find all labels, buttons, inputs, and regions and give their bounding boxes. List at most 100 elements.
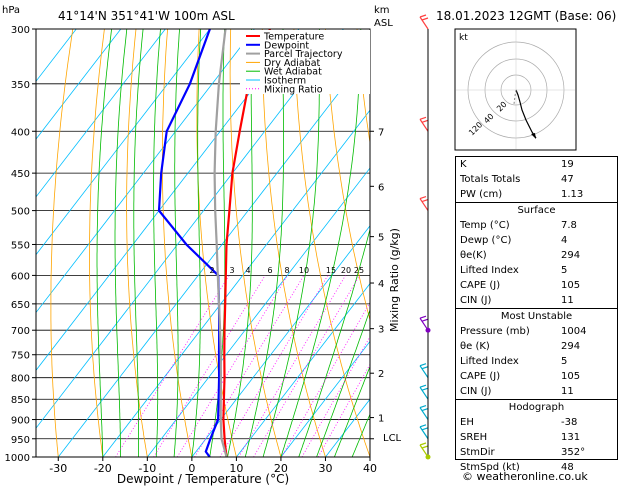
lcl-label: LCL [383,433,402,444]
legend-label: Dewpoint [264,40,309,51]
dry-adiabat-line [229,29,282,457]
km-tick-label: 4 [378,279,384,290]
mixing-ratio-label: 15 [326,266,336,275]
wind-barb [419,407,429,420]
isotherm-line [36,29,166,198]
isotherm-line [36,29,344,429]
x-axis-label: Dewpoint / Temperature (°C) [117,472,289,486]
pressure-tick-label: 400 [11,127,30,138]
legend-background [240,30,370,94]
pressure-tick-label: 700 [11,326,30,337]
km-tick-label: 3 [378,325,384,336]
isotherm-line [36,29,211,256]
wind-barbs [419,14,431,460]
surface-row: θe(K) 294 [460,250,581,261]
dry-adiabat-line [261,29,326,457]
legend-label: Mixing Ratio [264,84,323,95]
isotherm-line [57,51,370,457]
hodograph-stats-section: Hodograph EH -38 SREH 131 StmDir 352° StmSp… [456,399,617,475]
wind-barb [419,365,429,379]
hodograph-frame [454,28,577,151]
hodo-row: StmDir 352° [460,447,586,458]
mixing-ratio-label: 3 [229,266,234,275]
x-tick-label: 20 [274,462,288,475]
km-tick-label: 5 [378,233,384,244]
pressure-tick-label: 1000 [5,453,30,464]
mixing-ratio-label: 8 [284,266,289,275]
hodo-row: EH -38 [460,417,578,428]
wind-barb [419,16,429,30]
wet-adiabat-line [334,365,370,457]
pressure-tick-label: 500 [11,207,30,218]
wind-barb-flag [421,119,429,123]
wind-barb-flag [419,442,427,446]
km-tick-label: 2 [378,369,384,380]
dry-adiabat-line [356,29,370,145]
pressure-tick-label: 650 [11,300,30,311]
temperature-line [222,29,272,457]
wind-barb-flag [419,424,427,428]
wet-adiabat-line [133,29,144,457]
wet-adiabat-line [191,29,202,457]
wet-adiabat-line [173,29,180,457]
isotherm-line [280,340,370,457]
wind-barb-flag [421,387,429,391]
pressure-tick-label: 800 [11,374,30,385]
wind-barb-flag [419,404,427,409]
km-tick-label: 1 [378,414,384,425]
surface-row: Lifted Index 5 [460,265,568,276]
hodo-row: StmSpd (kt) 48 [460,462,574,473]
copyright: © weatheronline.co.uk [462,470,588,483]
pressure-tick-label: 350 [11,80,30,91]
hpa-label: hPa [2,5,20,16]
mixing-ratio-line [153,275,266,457]
mixing-ratio-line [253,275,360,457]
wind-barb [419,386,429,400]
wind-barb-flag [419,315,427,319]
x-tick-label: -30 [49,462,67,475]
surface-title: Surface [517,205,556,216]
index-pw: PW (cm) 1.13 [460,189,584,200]
wind-barb-flag [421,318,429,322]
legend-label: Wet Adiabat [264,67,322,78]
isotherm-line [36,29,122,140]
pressure-tick-label: 900 [11,416,30,427]
wet-adiabat-line [96,29,112,457]
mixing-ratio-line [194,275,305,457]
km-label: km [374,5,390,16]
wet-adiabat-line [298,227,370,457]
wind-barb-flag [421,445,429,449]
surface-row: CIN (J) 11 [460,295,574,306]
asl-label: ASL [374,18,393,29]
dry-adiabat-line [126,29,148,457]
wind-marker [425,327,431,333]
mixing-ratio-line [115,275,230,457]
pressure-tick-label: 550 [11,240,30,251]
x-tick-label: 10 [229,462,243,475]
surface-section: Surface Temp (°C) 7.8 Dewp (°C) 4 θe(K) 294… [456,202,617,308]
legend-label: Temperature [263,32,324,43]
wind-barb-flag [419,14,427,18]
surface-row: Dewp (°C) 4 [460,235,568,246]
dry-adiabat-line [196,29,237,457]
most-unstable-section: Most Unstable Pressure (mb) 1004 θe (K) 29… [456,308,617,399]
wind-barb-flag [421,407,429,412]
pressure-tick-label: 600 [11,271,30,282]
wind-barb-flag [419,196,427,200]
x-tick-label: -10 [138,462,156,475]
hodograph-kt-label: kt [459,33,468,43]
location-title: 41°14'N 351°41'W 100m ASL [58,9,235,23]
mixing-ratio-label: 20 [341,266,351,275]
mu-row: Lifted Index 5 [460,356,568,367]
isotherm-line [236,282,370,457]
mu-row: Pressure (mb) 1004 [460,326,587,337]
x-tick-label: 0 [188,462,195,475]
wind-barb [419,118,429,132]
surface-row: Temp (°C) 7.8 [460,220,577,231]
legend-label: Dry Adiabat [264,58,321,69]
x-tick-label: -20 [94,462,112,475]
hodograph: kt 20 40 120 [454,28,577,151]
wind-barb [419,426,429,440]
